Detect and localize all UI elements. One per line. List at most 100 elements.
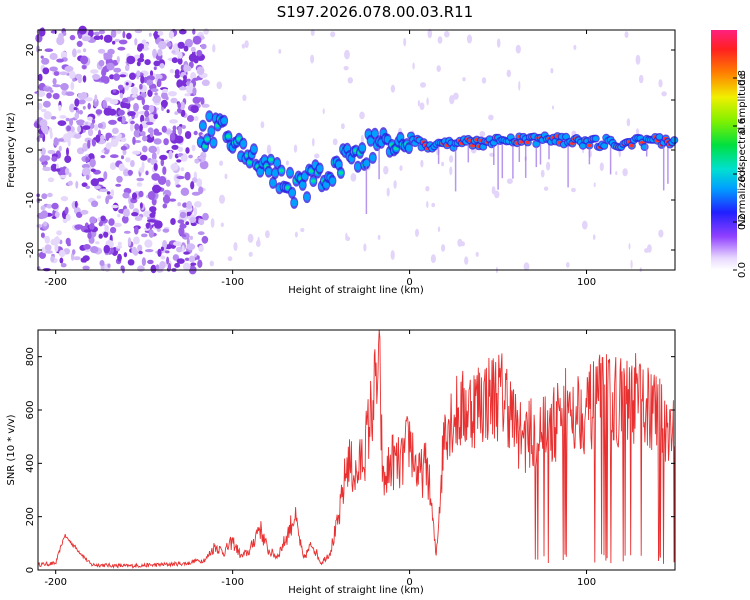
noise-blob xyxy=(59,115,67,119)
noise-blob xyxy=(107,263,111,268)
noise-blob xyxy=(58,249,66,258)
noise-blob xyxy=(390,250,395,260)
noise-blob xyxy=(159,154,168,161)
noise-blob xyxy=(110,138,119,148)
noise-blob xyxy=(69,34,76,41)
noise-blob xyxy=(343,66,349,71)
noise-blob xyxy=(122,30,126,39)
noise-blob xyxy=(36,224,43,228)
noise-blob xyxy=(140,75,145,84)
snr-y-label: SNR (10 * v/v) xyxy=(6,414,17,485)
noise-blob xyxy=(427,28,433,39)
noise-blob xyxy=(92,98,99,108)
noise-blob xyxy=(185,221,190,226)
noise-blob xyxy=(599,162,604,171)
noise-blob xyxy=(180,187,190,196)
noise-blob xyxy=(60,83,69,91)
noise-blob xyxy=(136,95,144,101)
noise-blob xyxy=(68,172,72,177)
y-tick-label: 600 xyxy=(25,400,36,419)
noise-blob xyxy=(91,200,99,208)
noise-blob xyxy=(146,79,154,86)
noise-blob xyxy=(116,56,120,64)
noise-blob xyxy=(166,256,170,265)
noise-blob xyxy=(449,166,453,176)
snr-x-ticks: -200 -100 0 100 xyxy=(44,330,596,588)
noise-blob xyxy=(65,237,71,245)
snr-frame xyxy=(37,329,676,571)
noise-blob xyxy=(177,102,182,109)
noise-blob xyxy=(110,154,119,159)
noise-blob xyxy=(186,200,193,210)
noise-blob xyxy=(87,232,92,239)
noise-blob xyxy=(134,123,140,131)
noise-blob xyxy=(415,228,419,237)
track-core xyxy=(221,117,228,125)
noise-blob xyxy=(53,71,60,76)
noise-blob xyxy=(131,192,138,200)
noise-blob xyxy=(431,202,436,208)
noise-blob xyxy=(117,109,125,116)
noise-blob xyxy=(196,49,203,57)
noise-blob xyxy=(190,46,196,53)
noise-blob xyxy=(94,185,101,190)
noise-blob xyxy=(120,145,128,151)
y-tick-label: 10 xyxy=(25,94,36,107)
noise-blob xyxy=(481,77,487,84)
noise-blob xyxy=(144,110,150,118)
noise-blob xyxy=(117,46,126,51)
noise-blob xyxy=(134,140,142,143)
noise-blob xyxy=(386,187,390,197)
noise-blob xyxy=(496,38,501,48)
noise-blob xyxy=(49,66,58,72)
noise-blob xyxy=(105,196,109,205)
noise-blob xyxy=(189,235,193,240)
noise-blob xyxy=(87,139,91,149)
track-core xyxy=(272,169,279,177)
noise-blob xyxy=(149,70,154,77)
noise-blob xyxy=(346,236,351,241)
noise-blob xyxy=(99,188,108,193)
noise-blob xyxy=(75,180,79,189)
noise-blob xyxy=(74,112,80,120)
noise-blob xyxy=(344,49,350,60)
noise-blob xyxy=(121,155,124,160)
track-core xyxy=(533,141,540,147)
noise-blob xyxy=(202,212,209,221)
noise-blob xyxy=(109,162,117,170)
noise-blob xyxy=(85,174,90,180)
noise-blob xyxy=(131,212,139,217)
noise-blob xyxy=(175,184,181,188)
noise-blob xyxy=(449,95,455,105)
noise-blob xyxy=(106,62,115,71)
noise-blob xyxy=(147,259,154,265)
noise-blob xyxy=(192,177,198,183)
noise-blob xyxy=(219,194,225,204)
noise-blob xyxy=(72,48,77,58)
noise-blob xyxy=(57,138,65,142)
noise-blob xyxy=(188,255,196,263)
noise-blob xyxy=(147,127,154,134)
noise-blob xyxy=(93,31,100,36)
noise-blob xyxy=(426,201,429,208)
noise-blob xyxy=(159,63,165,69)
noise-blob xyxy=(181,245,185,253)
noise-blob xyxy=(56,58,64,63)
noise-blob xyxy=(186,243,196,251)
y-tick-label: -20 xyxy=(25,242,36,258)
noise-blob xyxy=(125,82,129,86)
noise-blob xyxy=(193,116,199,121)
track-core xyxy=(206,112,213,120)
noise-blob xyxy=(73,133,82,139)
track-core xyxy=(592,136,599,142)
noise-blob xyxy=(141,257,146,266)
noise-blob xyxy=(145,222,150,229)
noise-blob xyxy=(148,32,152,37)
noise-blob xyxy=(184,131,192,139)
noise-blob xyxy=(40,108,47,113)
noise-blob xyxy=(51,216,57,219)
noise-blob xyxy=(153,113,158,120)
noise-blob xyxy=(142,135,148,142)
track-peak xyxy=(525,140,531,145)
noise-blob xyxy=(169,198,177,202)
